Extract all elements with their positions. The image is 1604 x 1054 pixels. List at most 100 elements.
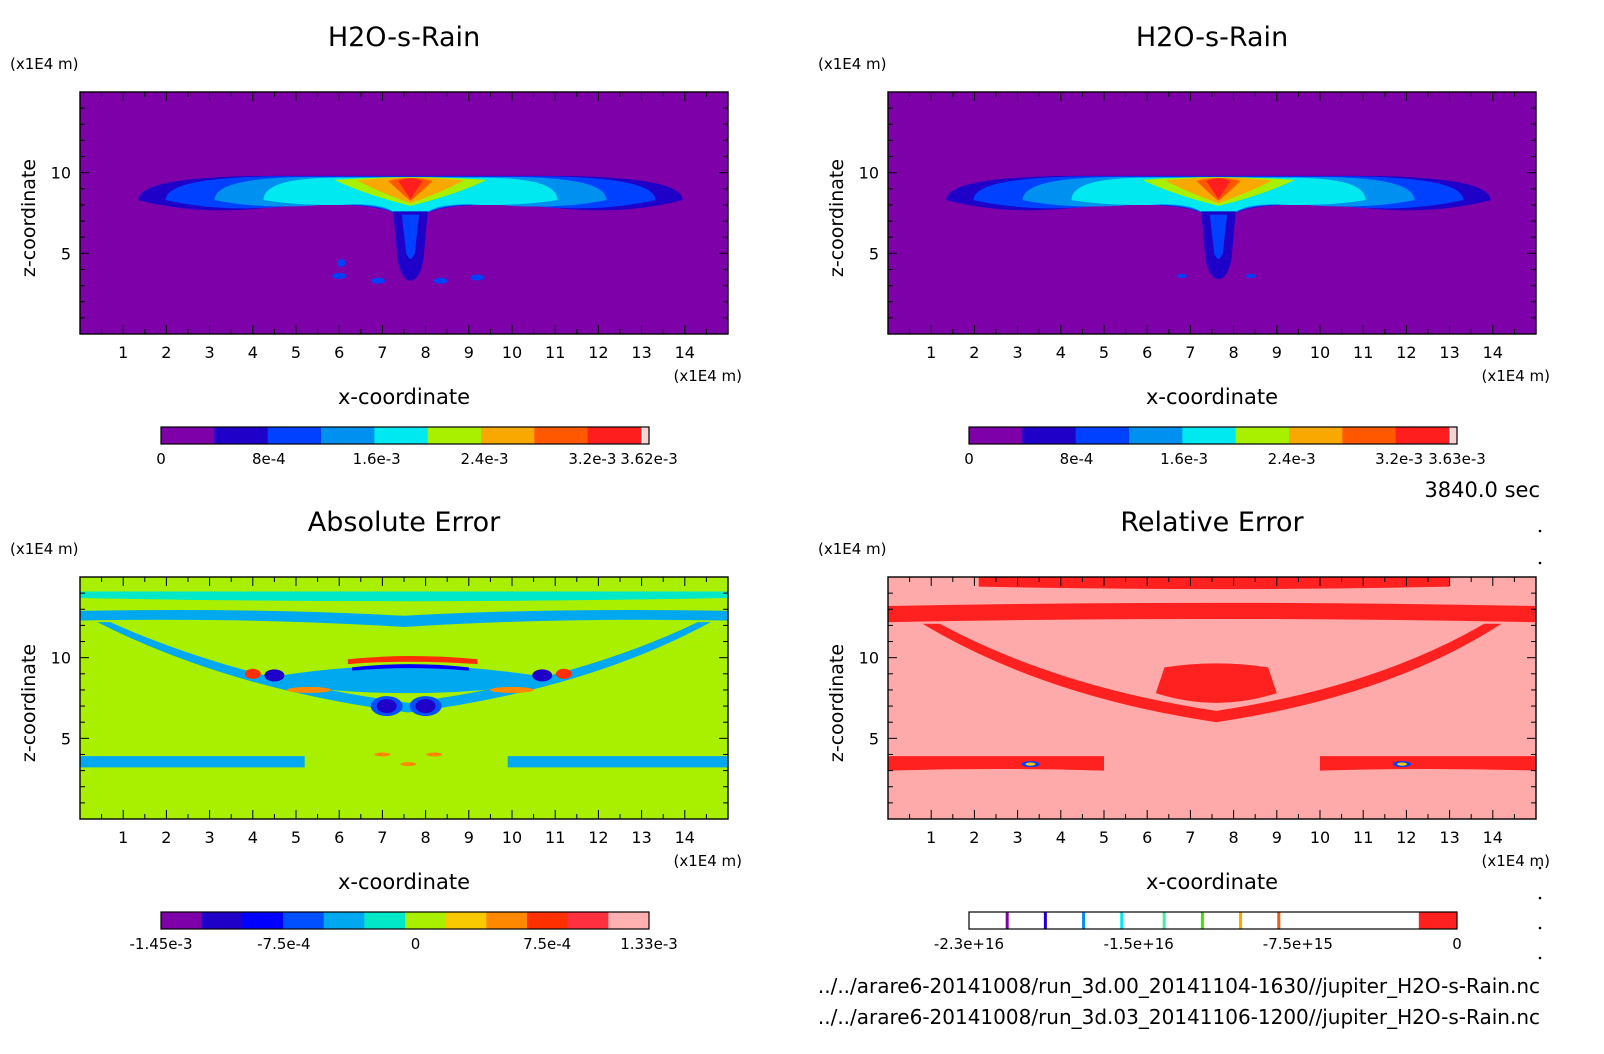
y-tick-label: 10 bbox=[859, 649, 879, 668]
x-tick-label: 7 bbox=[1185, 343, 1195, 362]
colorbar-swatch bbox=[427, 427, 482, 444]
panel-relative-error: Relative Error(x1E4 m)1 2 3 4 5 6 7 8 9 10 11 12 13 1… bbox=[818, 507, 1550, 953]
contour-region bbox=[401, 214, 420, 259]
colorbar-background bbox=[969, 912, 1457, 929]
x-tick-label: 6 bbox=[1142, 343, 1152, 362]
margin-dots bbox=[1538, 529, 1542, 960]
x-tick-label: 5 bbox=[291, 343, 301, 362]
x-tick-label: 8 bbox=[1229, 828, 1239, 847]
contour-region bbox=[532, 669, 553, 682]
colorbar-swatch bbox=[486, 912, 528, 929]
x-tick-label: 11 bbox=[545, 828, 565, 847]
contour-region bbox=[490, 686, 534, 693]
panel-title: H2O-s-Rain bbox=[1136, 22, 1288, 53]
y-unit-label: (x1E4 m) bbox=[818, 540, 887, 558]
x-axis-label: x-coordinate bbox=[1146, 870, 1278, 894]
colorbar-swatch bbox=[969, 427, 1023, 444]
contour-region bbox=[1245, 273, 1256, 278]
colorbar-tick-label: 0 bbox=[1452, 935, 1462, 953]
colorbar-tick-label: 7.5e-4 bbox=[523, 935, 571, 953]
x-tick-label: 2 bbox=[161, 343, 171, 362]
x-tick-label: 8 bbox=[421, 828, 431, 847]
contour-region bbox=[555, 668, 572, 679]
colorbar-swatch bbox=[1418, 912, 1457, 929]
colorbar-swatch bbox=[1129, 427, 1183, 444]
x-tick-label: 13 bbox=[1439, 343, 1459, 362]
x-tick-label: 2 bbox=[969, 343, 979, 362]
x-tick-label: 4 bbox=[1056, 343, 1066, 362]
colorbar-tick-label: 3.63e-3 bbox=[1428, 450, 1486, 468]
y-tick-label: 5 bbox=[869, 729, 879, 748]
y-axis-label: z-coordinate bbox=[826, 644, 848, 762]
colorbar-swatch bbox=[1451, 427, 1458, 444]
contour-region bbox=[244, 668, 261, 679]
colorbar-tick-label: -7.5e-4 bbox=[257, 935, 310, 953]
panel-h2o-s-rain-run03: H2O-s-Rain(x1E4 m)1 2 3 4 5 6 7 8 9 10 11 12 13 14510… bbox=[818, 22, 1550, 468]
x-tick-label: 10 bbox=[1310, 343, 1330, 362]
contour-region bbox=[80, 609, 728, 628]
colorbar-frame bbox=[160, 911, 650, 930]
colorbar-swatch bbox=[161, 912, 203, 929]
x-tick-label: 3 bbox=[205, 828, 215, 847]
colorbar-swatch bbox=[323, 912, 365, 929]
colorbar-swatch bbox=[587, 427, 642, 444]
y-axis-label: z-coordinate bbox=[826, 159, 848, 277]
x-tick-label: 2 bbox=[161, 828, 171, 847]
x-tick-label: 7 bbox=[377, 828, 387, 847]
panel-absolute-error: Absolute Error(x1E4 m)1 2 3 4 5 6 7 8 9 10 11 12 13 1… bbox=[10, 507, 742, 953]
contour-region bbox=[347, 656, 478, 665]
x-tick-label: 4 bbox=[248, 343, 258, 362]
contour-region bbox=[332, 272, 347, 279]
colorbar-swatch bbox=[445, 912, 487, 929]
colorbar-frame bbox=[160, 426, 650, 445]
x-unit-label: (x1E4 m) bbox=[673, 367, 742, 385]
contour-region bbox=[1176, 273, 1187, 278]
x-tick-label: 9 bbox=[464, 828, 474, 847]
colorbar-swatch bbox=[1395, 427, 1450, 444]
x-tick-label: 14 bbox=[675, 343, 695, 362]
colorbar-tick-label: 1.33e-3 bbox=[620, 935, 678, 953]
x-tick-label: 3 bbox=[205, 343, 215, 362]
colorbar-swatch bbox=[1342, 427, 1397, 444]
contour-region bbox=[415, 699, 436, 714]
contour-region bbox=[1209, 214, 1228, 259]
colorbar-swatch bbox=[1022, 427, 1077, 444]
colorbar-swatch bbox=[267, 427, 322, 444]
x-tick-label: 8 bbox=[1229, 343, 1239, 362]
colorbar-swatch bbox=[242, 912, 284, 929]
x-axis-label: x-coordinate bbox=[1146, 385, 1278, 409]
colorbar-swatch bbox=[1239, 912, 1243, 929]
colorbar-swatch bbox=[201, 912, 243, 929]
colorbar-swatch bbox=[161, 427, 215, 444]
colorbar-frame bbox=[968, 426, 1458, 445]
colorbar-tick-label: -1.45e-3 bbox=[130, 935, 193, 953]
colorbar-swatch bbox=[1200, 912, 1204, 929]
y-tick-label: 5 bbox=[869, 244, 879, 263]
x-tick-label: 11 bbox=[1353, 828, 1373, 847]
time-label: 3840.0 sec bbox=[1424, 478, 1540, 502]
x-tick-label: 12 bbox=[1396, 343, 1416, 362]
contour-region bbox=[1025, 762, 1036, 766]
contour-region bbox=[978, 577, 1450, 590]
x-tick-label: 13 bbox=[1439, 828, 1459, 847]
colorbar-tick-label: 2.4e-3 bbox=[1268, 450, 1316, 468]
colorbar-swatch bbox=[527, 912, 569, 929]
y-tick-label: 5 bbox=[61, 244, 71, 263]
contour-region bbox=[1155, 663, 1277, 703]
x-unit-label: (x1E4 m) bbox=[1481, 852, 1550, 870]
contour-region bbox=[371, 277, 386, 284]
y-unit-label: (x1E4 m) bbox=[818, 55, 887, 73]
x-tick-label: 5 bbox=[1099, 343, 1109, 362]
contour-region bbox=[80, 756, 305, 768]
footer-file-1: ../../arare6-20141008/run_3d.00_20141104… bbox=[818, 974, 1540, 998]
contour-region bbox=[1206, 178, 1231, 200]
contour-region bbox=[426, 752, 443, 757]
contour-region bbox=[507, 756, 728, 768]
heatmap-field bbox=[80, 577, 728, 819]
colorbar-swatch bbox=[1235, 427, 1290, 444]
y-axis-label: z-coordinate bbox=[18, 644, 40, 762]
colorbar-tick-label: 0 bbox=[156, 450, 166, 468]
x-tick-label: 1 bbox=[926, 828, 936, 847]
panel-title: Relative Error bbox=[1120, 507, 1304, 538]
